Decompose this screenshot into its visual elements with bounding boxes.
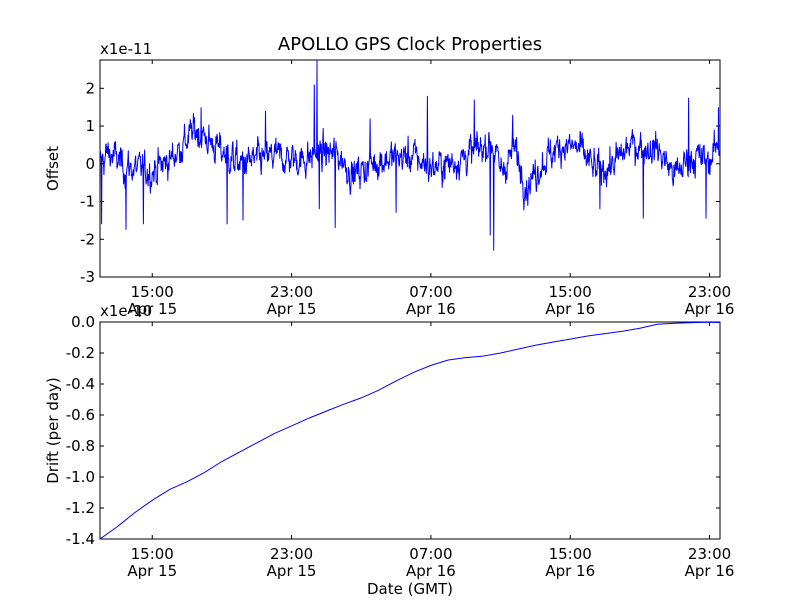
drift-ytick-label: -0.4 <box>66 375 95 393</box>
offset-ytick-label: 0 <box>85 155 95 173</box>
offset-xtick-date: Apr 15 <box>267 300 317 318</box>
drift-ytick-label: 0.0 <box>71 313 95 331</box>
drift-ylabel: Drift (per day) <box>44 377 62 484</box>
offset-scale-label: x1e-11 <box>100 40 152 58</box>
offset-xtick-date: Apr 15 <box>127 300 177 318</box>
offset-xtick-time: 15:00 <box>131 283 174 301</box>
drift-xtick-time: 07:00 <box>409 545 452 563</box>
drift-xlabel: Date (GMT) <box>367 580 453 598</box>
drift-xtick-time: 15:00 <box>549 545 592 563</box>
offset-series-line <box>100 60 720 251</box>
drift-plot-frame <box>99 321 721 540</box>
offset-xtick-date: Apr 16 <box>545 300 595 318</box>
drift-ytick-label: -0.8 <box>66 437 95 455</box>
drift-ytick-label: -1.0 <box>66 468 95 486</box>
offset-xtick-time: 15:00 <box>549 283 592 301</box>
offset-plot-frame <box>99 59 721 278</box>
drift-chart: -1.4-1.2-1.0-0.8-0.6-0.4-0.20.015:00Apr … <box>44 302 734 598</box>
drift-xtick-time: 23:00 <box>688 545 731 563</box>
drift-xtick-date: Apr 16 <box>545 562 595 580</box>
drift-xtick-date: Apr 16 <box>685 562 735 580</box>
drift-series-line <box>100 322 720 539</box>
offset-ytick-label: -2 <box>80 230 95 248</box>
drift-xtick-date: Apr 15 <box>127 562 177 580</box>
offset-xtick-time: 07:00 <box>409 283 452 301</box>
offset-xtick-time: 23:00 <box>688 283 731 301</box>
offset-ytick-label: -3 <box>80 268 95 286</box>
drift-ytick-label: -1.2 <box>66 499 95 517</box>
drift-xtick-date: Apr 16 <box>406 562 456 580</box>
offset-xtick-date: Apr 16 <box>685 300 735 318</box>
offset-xtick-time: 23:00 <box>270 283 313 301</box>
drift-xtick-date: Apr 15 <box>267 562 317 580</box>
drift-ytick-label: -0.6 <box>66 406 95 424</box>
drift-xtick-time: 15:00 <box>131 545 174 563</box>
figure-title: APOLLO GPS Clock Properties <box>278 34 542 55</box>
offset-ylabel: Offset <box>44 146 62 191</box>
offset-ytick-label: 1 <box>85 117 95 135</box>
drift-xtick-time: 23:00 <box>270 545 313 563</box>
drift-ytick-label: -0.2 <box>66 344 95 362</box>
drift-scale-label: x1e-10 <box>100 302 152 320</box>
offset-ytick-label: -1 <box>80 193 95 211</box>
drift-ytick-label: -1.4 <box>66 530 95 548</box>
offset-xtick-date: Apr 16 <box>406 300 456 318</box>
offset-ytick-label: 2 <box>85 79 95 97</box>
